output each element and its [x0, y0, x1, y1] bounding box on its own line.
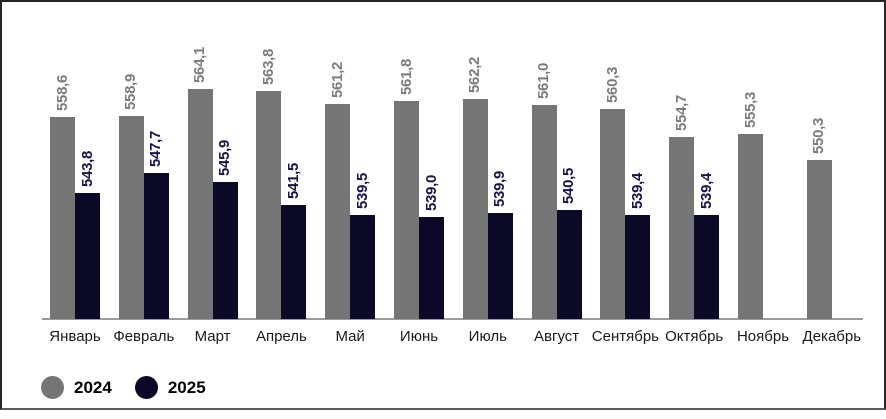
x-axis-label-6: Июнь — [399, 328, 439, 345]
bar-2025-2 — [143, 172, 169, 319]
bar-value-label-2024-2: 558,9 — [122, 73, 140, 110]
legend-label-2024: 2024 — [74, 378, 112, 397]
x-axis-line — [42, 318, 863, 320]
bar-value-label-2024-8: 561,0 — [535, 63, 553, 100]
x-axis-label-3: Март — [194, 328, 231, 345]
bar-2025-1 — [75, 192, 100, 319]
bar-2024-1 — [50, 117, 75, 319]
bar-2024-2 — [118, 115, 144, 319]
bar-2024-6 — [394, 101, 419, 319]
bar-2025-4 — [281, 204, 307, 319]
legend-swatch-2024-icon — [41, 376, 64, 399]
bar-2025-7 — [487, 212, 513, 319]
bar-value-label-2025-7: 539,9 — [491, 170, 509, 207]
bar-2024-12 — [806, 159, 832, 319]
x-axis-label-4: Апрель — [255, 328, 307, 345]
legend-item-2025: 2025 — [134, 376, 206, 399]
bar-value-label-2024-1: 558,6 — [53, 75, 71, 112]
bar-value-label-2024-4: 563,8 — [259, 48, 277, 85]
bar-2025-6 — [419, 217, 444, 319]
bar-value-label-2024-10: 554,7 — [672, 95, 690, 132]
x-axis-label-10: Октябрь — [665, 328, 724, 345]
x-axis-label-12: Декабрь — [802, 328, 862, 345]
x-axis-label-1: Январь — [49, 328, 101, 345]
chart-panel: Январь 558,6 543,8 Февраль 558,9 547,7 Март 564… — [0, 0, 886, 410]
bar-value-label-2024-9: 560,3 — [603, 66, 621, 103]
chart-area: Январь 558,6 543,8 Февраль 558,9 547,7 Март 564… — [2, 2, 884, 408]
bar-2024-3 — [187, 89, 213, 319]
legend-item-2024: 2024 — [41, 376, 112, 399]
bar-value-label-2025-2: 547,7 — [147, 130, 165, 167]
legend-swatch-2025-icon — [134, 376, 158, 399]
bar-2025-8 — [556, 209, 582, 319]
bar-value-label-2025-4: 541,5 — [284, 162, 302, 199]
bar-value-label-2025-3: 545,9 — [216, 140, 234, 177]
x-axis-label-2: Февраль — [113, 328, 175, 345]
x-axis-label-11: Ноябрь — [736, 328, 790, 345]
bar-value-label-2024-7: 562,2 — [466, 57, 484, 94]
bar-value-label-2024-3: 564,1 — [191, 47, 209, 84]
bar-value-label-2025-9: 539,4 — [628, 173, 646, 210]
bar-2025-9 — [625, 215, 651, 319]
bar-value-label-2024-12: 550,3 — [810, 117, 828, 154]
bar-2025-10 — [694, 215, 720, 319]
bar-value-label-2024-6: 561,8 — [397, 59, 415, 96]
bar-2024-4 — [256, 91, 282, 319]
bar-value-label-2025-6: 539,0 — [422, 175, 440, 212]
x-axis-label-5: Май — [335, 328, 365, 345]
bar-2024-11 — [738, 134, 763, 319]
legend-label-2025: 2025 — [167, 378, 206, 397]
x-axis-label-8: Август — [534, 328, 580, 345]
x-axis-label-7: Июль — [468, 328, 507, 345]
x-axis-label-9: Сентябрь — [591, 328, 659, 345]
bar-2025-5 — [350, 214, 376, 319]
legend: 2024 2025 — [41, 376, 206, 399]
bar-2025-3 — [212, 182, 238, 319]
bar-2024-5 — [325, 104, 351, 319]
bar-value-label-2025-1: 543,8 — [78, 150, 96, 187]
bar-value-label-2024-5: 561,2 — [328, 62, 346, 99]
bar-value-label-2024-11: 555,3 — [741, 92, 759, 129]
bar-value-label-2025-8: 540,5 — [560, 167, 578, 204]
bar-2024-9 — [600, 108, 626, 319]
bar-value-label-2025-5: 539,5 — [353, 172, 371, 209]
bar-value-label-2025-10: 539,4 — [697, 173, 715, 210]
bar-2024-10 — [669, 137, 695, 319]
bar-2024-8 — [531, 105, 557, 319]
bar-2024-7 — [462, 99, 488, 319]
